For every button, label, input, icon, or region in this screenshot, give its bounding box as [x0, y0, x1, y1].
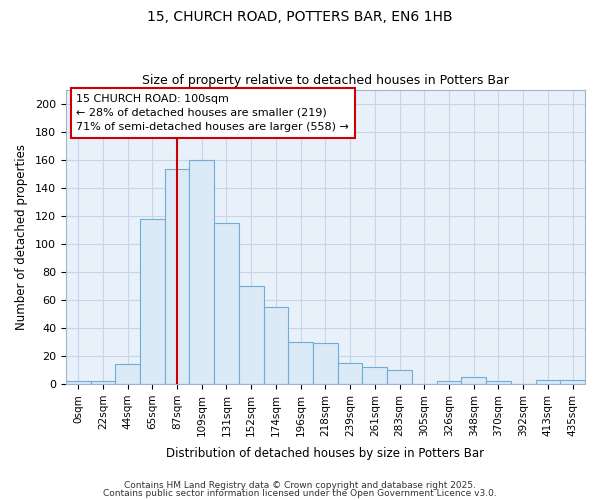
Bar	[461, 377, 486, 384]
Text: 15 CHURCH ROAD: 100sqm
← 28% of detached houses are smaller (219)
71% of semi-de: 15 CHURCH ROAD: 100sqm ← 28% of detached…	[76, 94, 349, 132]
Bar	[115, 364, 140, 384]
Bar	[486, 381, 511, 384]
X-axis label: Distribution of detached houses by size in Potters Bar: Distribution of detached houses by size …	[166, 447, 484, 460]
Bar	[164, 170, 190, 384]
Bar	[66, 381, 91, 384]
Bar	[313, 344, 338, 384]
Bar	[387, 370, 412, 384]
Bar	[536, 380, 560, 384]
Text: Contains public sector information licensed under the Open Government Licence v3: Contains public sector information licen…	[103, 488, 497, 498]
Title: Size of property relative to detached houses in Potters Bar: Size of property relative to detached ho…	[142, 74, 509, 87]
Bar	[338, 363, 362, 384]
Bar	[560, 380, 585, 384]
Bar	[239, 286, 263, 384]
Y-axis label: Number of detached properties: Number of detached properties	[15, 144, 28, 330]
Bar	[140, 218, 164, 384]
Bar	[190, 160, 214, 384]
Bar	[289, 342, 313, 384]
Bar	[214, 223, 239, 384]
Bar	[362, 367, 387, 384]
Bar	[91, 381, 115, 384]
Text: 15, CHURCH ROAD, POTTERS BAR, EN6 1HB: 15, CHURCH ROAD, POTTERS BAR, EN6 1HB	[147, 10, 453, 24]
Bar	[437, 381, 461, 384]
Bar	[263, 307, 289, 384]
Text: Contains HM Land Registry data © Crown copyright and database right 2025.: Contains HM Land Registry data © Crown c…	[124, 481, 476, 490]
